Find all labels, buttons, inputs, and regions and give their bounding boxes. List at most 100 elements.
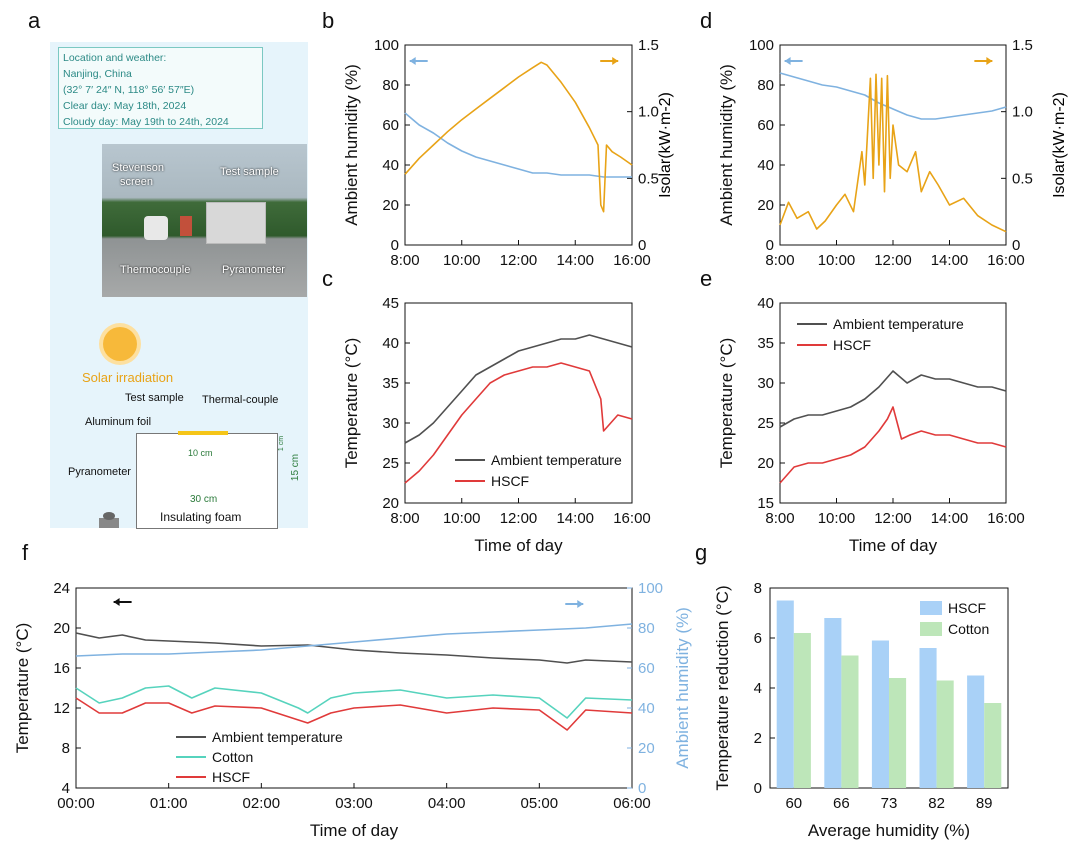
y-tick-label-c: 25: [382, 455, 399, 472]
y2-tick-label-d: 1.0: [1012, 104, 1033, 121]
y-axis-label-e: Temperature (°C): [717, 338, 736, 469]
x-tick-label-b: 8:00: [390, 252, 419, 269]
y-tick-label-b: 40: [382, 157, 399, 174]
y-tick-label-d: 0: [766, 237, 774, 254]
x-tick-label-d: 14:00: [931, 252, 969, 269]
bar-hscf-66: [824, 618, 842, 788]
y-tick-label-e: 25: [757, 415, 774, 432]
y2-tick-label-d: 1.5: [1012, 37, 1033, 54]
test-sample-layer: [178, 431, 228, 435]
legend-label-e: Ambient temperature: [833, 316, 964, 332]
x-tick-label-f: 06:00: [613, 795, 651, 812]
y-tick-label-c: 20: [382, 495, 399, 512]
series-line-e-1: [779, 406, 1007, 484]
panel-letter-c: c: [322, 266, 333, 291]
x-tick-label-c: 12:00: [500, 510, 538, 527]
legend-label-g: Cotton: [948, 621, 989, 637]
y-tick-label-c: 30: [382, 415, 399, 432]
series-line-d-0: [779, 72, 1007, 120]
y-tick-label-d: 20: [757, 197, 774, 214]
axis-arrowhead-f: [113, 598, 120, 606]
photo-label-thermocouple: Thermocouple: [120, 264, 191, 276]
legend-label-c: Ambient temperature: [491, 452, 622, 468]
series-line-f-1: [75, 685, 633, 719]
series-line-d-1: [779, 73, 1007, 233]
x-tick-label-d: 8:00: [765, 252, 794, 269]
x-tick-label-e: 10:00: [818, 510, 856, 527]
x-tick-label-g: 66: [833, 795, 850, 812]
axis-arrowhead-b: [409, 57, 416, 65]
x-tick-label-d: 12:00: [874, 252, 912, 269]
x-tick-label-f: 04:00: [428, 795, 466, 812]
x-tick-label-e: 16:00: [987, 510, 1025, 527]
y2-tick-label-d: 0: [1012, 237, 1020, 254]
x-tick-label-b: 16:00: [613, 252, 651, 269]
axis-arrowhead-b: [612, 57, 619, 65]
axis-arrowhead-f: [577, 600, 584, 608]
legend-label-e: HSCF: [833, 337, 871, 353]
insulating-foam-box: [136, 433, 278, 529]
pyranometer-label: Pyranometer: [68, 466, 131, 478]
y-axis-label-b: Ambient humidity (%): [342, 64, 361, 226]
legend-label-f: HSCF: [212, 769, 250, 785]
y2-tick-label-b: 0: [638, 237, 646, 254]
thermocouple-reader: [180, 216, 192, 236]
y-tick-label-b: 80: [382, 77, 399, 94]
x-axis-label-g: Average humidity (%): [808, 821, 970, 840]
y-axis-label-g: Temperature reduction (°C): [713, 585, 732, 790]
bar-hscf-89: [967, 675, 985, 788]
y2-tick-label-f: 0: [638, 780, 646, 797]
x-tick-label-e: 14:00: [931, 510, 969, 527]
dim-10cm: 10 cm: [188, 448, 213, 458]
axis-arrowhead-d: [784, 57, 791, 65]
x-tick-label-e: 12:00: [874, 510, 912, 527]
insulating-foam-label: Insulating foam: [160, 510, 242, 524]
sun-icon: [103, 327, 137, 361]
y-tick-label-e: 20: [757, 455, 774, 472]
series-line-f-0: [75, 632, 633, 664]
y2-tick-label-d: 0.5: [1012, 170, 1033, 187]
series-line-c-1: [404, 362, 633, 484]
y-tick-label-c: 45: [382, 295, 399, 312]
thermal-couple-label: Thermal-couple: [202, 394, 279, 406]
bar-cotton-89: [984, 703, 1002, 788]
x-tick-label-c: 8:00: [390, 510, 419, 527]
y-tick-label-f: 12: [53, 700, 70, 717]
legend-label-f: Cotton: [212, 749, 253, 765]
panel-letter-e: e: [700, 266, 713, 291]
dim-30cm: 30 cm: [190, 494, 218, 505]
solar-irradiation-label: Solar irradiation: [82, 370, 174, 385]
y-tick-label-f: 24: [53, 580, 70, 597]
y-tick-label-g: 0: [754, 780, 762, 797]
legend-label-c: HSCF: [491, 473, 529, 489]
info-line: (32° 7′ 24″ N, 118° 56′ 57″E): [63, 84, 195, 96]
stevenson-screen-box: [144, 216, 168, 240]
x-tick-label-f: 00:00: [57, 795, 95, 812]
y-tick-label-d: 80: [757, 77, 774, 94]
y-tick-label-b: 100: [374, 37, 399, 54]
y-tick-label-d: 60: [757, 117, 774, 134]
x-tick-label-f: 03:00: [335, 795, 373, 812]
y-tick-label-g: 4: [754, 680, 762, 697]
x-tick-label-f: 02:00: [243, 795, 281, 812]
x-axis-label-c: Time of day: [474, 536, 563, 555]
x-tick-label-g: 60: [785, 795, 802, 812]
x-tick-label-b: 12:00: [500, 252, 538, 269]
field-test-photo: Stevenson screen Test sample Thermocoupl…: [102, 144, 307, 297]
series-line-f-2: [75, 697, 633, 731]
y-tick-label-c: 35: [382, 375, 399, 392]
y-tick-label-g: 8: [754, 580, 762, 597]
y2-tick-label-b: 1.5: [638, 37, 659, 54]
y-tick-label-g: 2: [754, 730, 762, 747]
y-tick-label-d: 100: [749, 37, 774, 54]
series-line-c-0: [404, 334, 633, 444]
bar-hscf-73: [871, 640, 889, 788]
x-tick-label-f: 05:00: [521, 795, 559, 812]
x-tick-label-b: 10:00: [443, 252, 481, 269]
legend-label-g: HSCF: [948, 600, 986, 616]
y-tick-label-e: 35: [757, 335, 774, 352]
series-line-f-3: [75, 623, 633, 657]
x-tick-label-c: 10:00: [443, 510, 481, 527]
y-tick-label-c: 40: [382, 335, 399, 352]
